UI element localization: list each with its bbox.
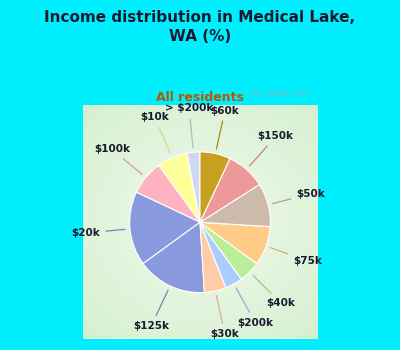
Wedge shape [200, 152, 230, 222]
Text: $150k: $150k [250, 131, 294, 166]
Text: $30k: $30k [210, 295, 239, 339]
Text: $20k: $20k [72, 228, 125, 238]
Text: $60k: $60k [210, 106, 239, 149]
Text: > $200k: > $200k [165, 103, 214, 148]
Wedge shape [143, 222, 204, 293]
Text: All residents: All residents [156, 91, 244, 104]
Wedge shape [187, 152, 200, 222]
Wedge shape [200, 184, 270, 227]
Wedge shape [136, 165, 200, 222]
Text: $125k: $125k [133, 290, 169, 331]
Wedge shape [200, 222, 226, 293]
Wedge shape [159, 153, 200, 222]
Text: $40k: $40k [253, 275, 295, 308]
Text: $100k: $100k [94, 144, 142, 174]
Wedge shape [130, 192, 200, 264]
Text: Income distribution in Medical Lake,
WA (%): Income distribution in Medical Lake, WA … [44, 10, 356, 44]
Wedge shape [200, 159, 259, 222]
Wedge shape [200, 222, 257, 279]
Text: City-Data.com: City-Data.com [248, 89, 312, 98]
Wedge shape [200, 222, 241, 288]
Text: $75k: $75k [270, 248, 322, 266]
Wedge shape [200, 222, 270, 264]
Text: $200k: $200k [236, 288, 273, 328]
Text: $50k: $50k [273, 189, 325, 204]
Text: $10k: $10k [140, 112, 170, 153]
